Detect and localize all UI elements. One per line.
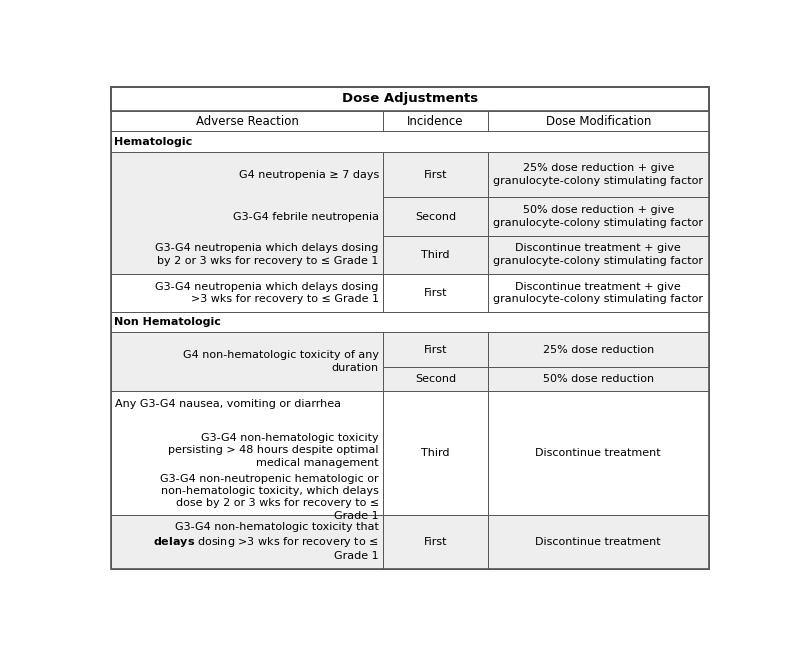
Text: G3-G4 neutropenia which delays dosing
>3 wks for recovery to ≤ Grade 1: G3-G4 neutropenia which delays dosing >3… — [155, 282, 378, 304]
FancyBboxPatch shape — [111, 131, 709, 152]
FancyBboxPatch shape — [383, 236, 488, 274]
FancyBboxPatch shape — [111, 515, 383, 569]
Text: G4 non-hematologic toxicity of any
duration: G4 non-hematologic toxicity of any durat… — [182, 350, 378, 373]
Text: Dose Adjustments: Dose Adjustments — [342, 92, 478, 105]
FancyBboxPatch shape — [383, 152, 488, 197]
FancyBboxPatch shape — [383, 274, 488, 312]
Text: 25% dose reduction: 25% dose reduction — [542, 345, 654, 354]
Text: 50% dose reduction: 50% dose reduction — [542, 374, 654, 384]
FancyBboxPatch shape — [383, 111, 488, 131]
Text: G3-G4 non-hematologic toxicity that
$\bf{delays}$ dosing >3 wks for recovery to : G3-G4 non-hematologic toxicity that $\bf… — [153, 522, 378, 561]
FancyBboxPatch shape — [111, 152, 383, 274]
Text: G3-G4 non-hematologic toxicity
persisting > 48 hours despite optimal
medical man: G3-G4 non-hematologic toxicity persistin… — [168, 433, 378, 467]
Text: Discontinue treatment: Discontinue treatment — [535, 448, 661, 458]
Text: Second: Second — [415, 374, 456, 384]
FancyBboxPatch shape — [111, 332, 383, 391]
FancyBboxPatch shape — [111, 87, 709, 111]
FancyBboxPatch shape — [111, 274, 383, 312]
FancyBboxPatch shape — [488, 332, 709, 367]
Text: Incidence: Incidence — [407, 115, 464, 128]
FancyBboxPatch shape — [383, 515, 488, 569]
FancyBboxPatch shape — [488, 515, 709, 569]
Text: 25% dose reduction + give
granulocyte-colony stimulating factor: 25% dose reduction + give granulocyte-co… — [494, 164, 703, 186]
FancyBboxPatch shape — [488, 111, 709, 131]
Text: Third: Third — [421, 448, 450, 458]
Text: Second: Second — [415, 212, 456, 221]
Text: Discontinue treatment + give
granulocyte-colony stimulating factor: Discontinue treatment + give granulocyte… — [494, 243, 703, 266]
FancyBboxPatch shape — [488, 391, 709, 515]
FancyBboxPatch shape — [488, 274, 709, 312]
FancyBboxPatch shape — [488, 152, 709, 197]
Text: Discontinue treatment: Discontinue treatment — [535, 537, 661, 546]
FancyBboxPatch shape — [111, 111, 383, 131]
FancyBboxPatch shape — [111, 312, 709, 332]
Text: G4 neutropenia ≥ 7 days: G4 neutropenia ≥ 7 days — [238, 169, 378, 180]
Text: 50% dose reduction + give
granulocyte-colony stimulating factor: 50% dose reduction + give granulocyte-co… — [494, 205, 703, 228]
Text: First: First — [424, 169, 447, 180]
Text: Dose Modification: Dose Modification — [546, 115, 651, 128]
FancyBboxPatch shape — [488, 197, 709, 236]
FancyBboxPatch shape — [383, 332, 488, 367]
Text: G3-G4 neutropenia which delays dosing
by 2 or 3 wks for recovery to ≤ Grade 1: G3-G4 neutropenia which delays dosing by… — [155, 243, 378, 266]
FancyBboxPatch shape — [488, 236, 709, 274]
FancyBboxPatch shape — [488, 367, 709, 391]
Text: Any G3-G4 nausea, vomiting or diarrhea: Any G3-G4 nausea, vomiting or diarrhea — [115, 399, 341, 410]
Text: G3-G4 febrile neutropenia: G3-G4 febrile neutropenia — [233, 212, 378, 221]
Text: First: First — [424, 537, 447, 546]
Text: Adverse Reaction: Adverse Reaction — [196, 115, 298, 128]
FancyBboxPatch shape — [111, 391, 383, 515]
FancyBboxPatch shape — [383, 367, 488, 391]
Text: First: First — [424, 288, 447, 298]
Text: G3-G4 non-neutropenic hematologic or
non-hematologic toxicity, which delays
dose: G3-G4 non-neutropenic hematologic or non… — [160, 474, 378, 521]
Text: Third: Third — [421, 250, 450, 260]
Text: Discontinue treatment + give
granulocyte-colony stimulating factor: Discontinue treatment + give granulocyte… — [494, 282, 703, 304]
Text: First: First — [424, 345, 447, 354]
Text: Hematologic: Hematologic — [114, 136, 193, 147]
FancyBboxPatch shape — [383, 197, 488, 236]
FancyBboxPatch shape — [383, 391, 488, 515]
Text: Non Hematologic: Non Hematologic — [114, 317, 221, 327]
